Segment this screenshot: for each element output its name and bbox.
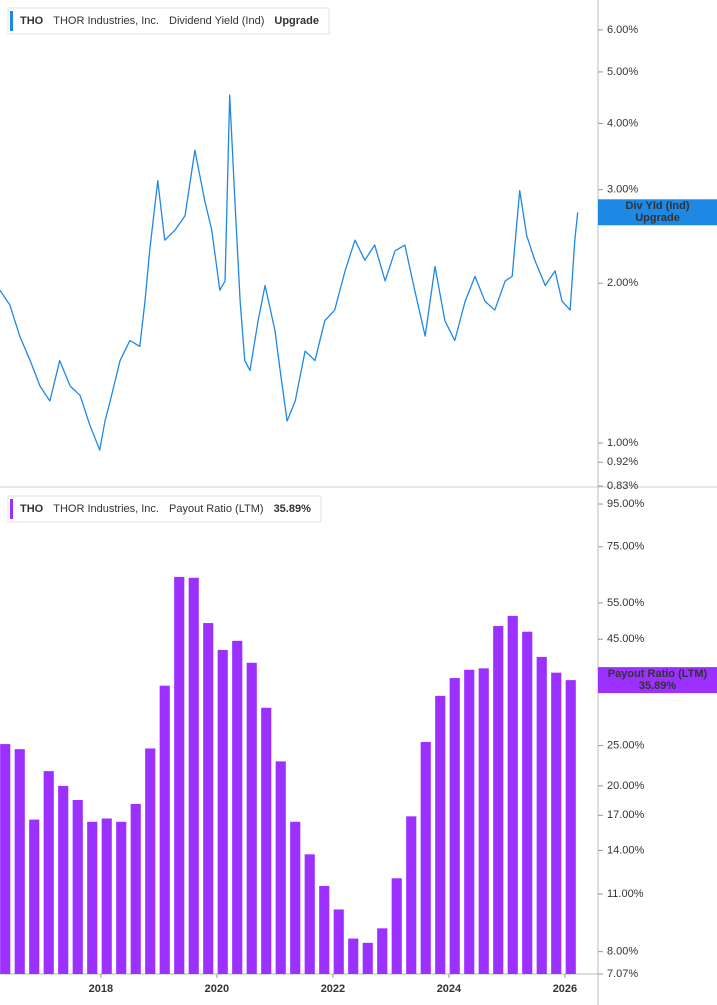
x-tick-label: 2020 [205, 983, 229, 995]
bar [493, 626, 504, 974]
legend-text: THOR Industries, Inc. [53, 15, 159, 27]
legend-text: Dividend Yield (Ind) [169, 15, 264, 27]
bar [174, 576, 185, 974]
bar [72, 799, 83, 974]
y-tick-label: 4.00% [607, 117, 638, 129]
y-tick-label: 55.00% [607, 597, 645, 609]
bar [43, 771, 54, 974]
bar [362, 942, 373, 974]
y-tick-label: 5.00% [607, 66, 638, 78]
y-tick-label: 95.00% [607, 498, 645, 510]
bar [116, 821, 127, 974]
bar [29, 819, 40, 974]
x-tick-label: 2022 [321, 983, 345, 995]
bar [406, 816, 417, 974]
y-tick-label: 7.07% [607, 968, 638, 980]
legend-text: Payout Ratio (LTM) [169, 503, 264, 515]
bar [348, 938, 359, 974]
y-tick-label: 0.92% [607, 456, 638, 468]
bar [536, 656, 547, 974]
bar [159, 685, 170, 974]
value-tag [598, 667, 717, 694]
value-tag-title: Div Yld (Ind) [626, 200, 690, 212]
value-tag [598, 199, 717, 226]
y-tick-label: 25.00% [607, 739, 645, 751]
bar [232, 640, 243, 974]
y-tick-label: 6.00% [607, 24, 638, 36]
value-tag-title: Payout Ratio (LTM) [608, 668, 708, 680]
x-tick-label: 2026 [553, 983, 577, 995]
legend-swatch [10, 11, 13, 31]
bar [565, 680, 576, 974]
legend-text: THOR Industries, Inc. [53, 503, 159, 515]
bar [130, 803, 141, 974]
bar [246, 662, 257, 974]
value-tag-value: 35.89% [639, 680, 677, 692]
bar [464, 669, 475, 974]
bar [58, 785, 69, 974]
bar [188, 577, 199, 974]
y-tick-label: 0.83% [607, 480, 638, 492]
bar [478, 668, 489, 974]
legend-box [7, 7, 330, 35]
bar [420, 741, 431, 974]
y-tick-label: 20.00% [607, 780, 645, 792]
y-tick-label: 2.00% [607, 277, 638, 289]
bar [377, 928, 388, 974]
x-tick-label: 2018 [89, 983, 113, 995]
legend-swatch [10, 499, 13, 519]
bar [275, 761, 286, 974]
x-tick-label: 2024 [437, 983, 462, 995]
bar [522, 631, 533, 974]
bar [261, 707, 272, 974]
value-tag-value: Upgrade [635, 212, 680, 224]
y-tick-label: 14.00% [607, 844, 645, 856]
legend-text: 35.89% [274, 503, 312, 515]
y-tick-label: 1.00% [607, 437, 638, 449]
bar [333, 909, 344, 974]
y-tick-label: 17.00% [607, 809, 645, 821]
y-tick-label: 75.00% [607, 541, 645, 553]
y-tick-label: 45.00% [607, 633, 645, 645]
bar [304, 854, 315, 974]
bar [435, 695, 446, 974]
bar [551, 672, 562, 974]
bar [507, 615, 518, 974]
legend-box [7, 495, 322, 523]
legend-text: THO [20, 15, 44, 27]
bar [391, 878, 402, 974]
bar [449, 678, 460, 974]
bar [0, 744, 11, 974]
bar [87, 821, 98, 974]
bar [290, 821, 301, 974]
bar [319, 885, 330, 974]
legend-text: Upgrade [274, 15, 319, 27]
bar [145, 748, 156, 974]
bar [101, 818, 112, 974]
bar [217, 649, 228, 974]
line [0, 94, 579, 451]
bar [203, 623, 214, 974]
legend-text: THO [20, 503, 44, 515]
y-tick-label: 8.00% [607, 946, 638, 958]
y-tick-label: 11.00% [607, 888, 644, 900]
y-tick-label: 3.00% [607, 184, 638, 196]
bar [14, 749, 25, 974]
